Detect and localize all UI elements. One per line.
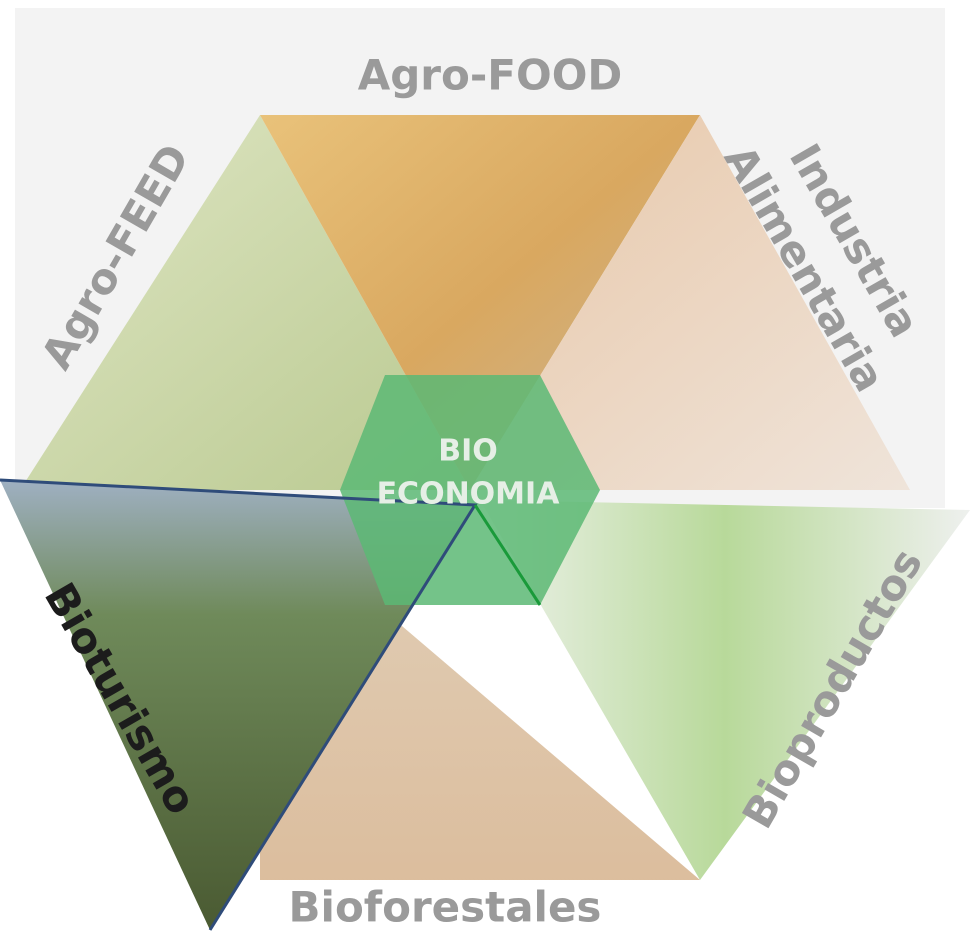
center-label: ECONOMIA (377, 477, 561, 512)
label: Agro-FOOD (358, 51, 623, 100)
diagram: Agro-FOOD Agro-FEED Industria Alimentari… (0, 0, 971, 937)
center-label: BIO (438, 434, 498, 469)
label: Bioforestales (289, 883, 602, 932)
